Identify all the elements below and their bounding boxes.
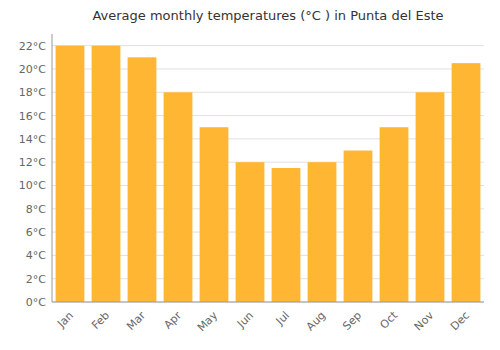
- y-tick-label: 22°C: [19, 40, 46, 53]
- x-tick-label: Jun: [234, 309, 256, 331]
- chart-container: Average monthly temperatures (°C ) in Pu…: [0, 0, 500, 350]
- y-tick-label: 20°C: [19, 63, 46, 76]
- bar: [272, 168, 301, 302]
- x-tick-label: May: [195, 309, 221, 335]
- bars: [56, 46, 481, 302]
- x-tick-label: Feb: [89, 309, 112, 332]
- x-tick-label: Nov: [412, 309, 437, 334]
- grid-line: [52, 302, 484, 303]
- y-tick-label: 14°C: [19, 133, 46, 146]
- y-tick-label: 10°C: [19, 179, 46, 192]
- chart-svg: Average monthly temperatures (°C ) in Pu…: [0, 0, 500, 350]
- x-axis-line: [52, 302, 484, 303]
- grid: [52, 46, 484, 302]
- y-tick-label: 2°C: [26, 273, 46, 286]
- bar: [344, 151, 373, 302]
- bar: [92, 46, 121, 302]
- x-tick-label: Mar: [124, 309, 148, 333]
- bar: [56, 46, 85, 302]
- x-tick-label: Sep: [340, 309, 364, 333]
- y-tick-label: 12°C: [19, 156, 46, 169]
- y-tick-label: 18°C: [19, 86, 46, 99]
- bar: [236, 162, 265, 302]
- bar: [308, 162, 337, 302]
- bar: [200, 127, 229, 302]
- bar: [128, 57, 157, 302]
- y-tick-label: 4°C: [26, 249, 46, 262]
- title: Average monthly temperatures (°C ) in Pu…: [92, 8, 443, 23]
- x-tick-label: Aug: [304, 309, 328, 333]
- bar: [164, 92, 193, 302]
- bar: [452, 63, 481, 302]
- x-tick-label: Jul: [273, 309, 292, 328]
- y-tick-label: 6°C: [26, 226, 46, 239]
- y-tick-label: 0°C: [26, 296, 46, 309]
- x-tick-label: Apr: [161, 309, 184, 332]
- y-tick-label: 16°C: [19, 110, 46, 123]
- y-axis-line: [52, 34, 53, 302]
- x-tick-label: Oct: [377, 308, 400, 331]
- bar: [416, 92, 445, 302]
- x-axis: Jan Feb Mar Apr May Jun Jul Aug Sep Oct Nov Dec: [54, 308, 472, 334]
- x-tick-label: Jan: [54, 309, 76, 331]
- y-tick-label: 8°C: [26, 203, 46, 216]
- bar: [380, 127, 409, 302]
- y-axis: 0°C 2°C 4°C 6°C 8°C 10°C 12°C 14°C 16°C 18°C 20°C 2…: [19, 40, 46, 309]
- x-tick-label: Dec: [448, 309, 472, 333]
